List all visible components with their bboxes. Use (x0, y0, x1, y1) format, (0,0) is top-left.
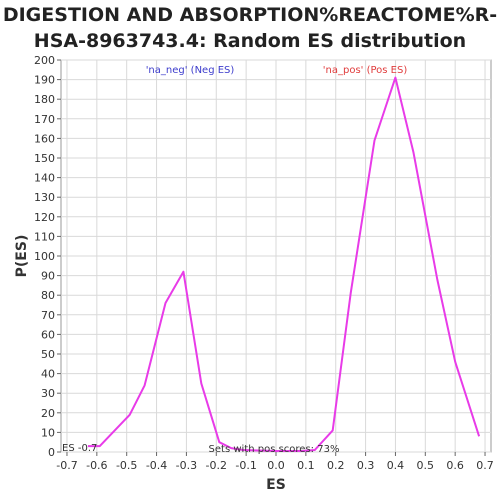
series-group (87, 76, 481, 452)
y-tick-label: 70 (41, 309, 55, 322)
y-tick-label: 190 (34, 74, 55, 87)
y-tick-label: 30 (41, 387, 55, 400)
x-tick-label: -0.1 (235, 459, 256, 472)
y-tick-label: 40 (41, 368, 55, 381)
y-tick-label: 10 (41, 426, 55, 439)
y-tick-label: 160 (34, 132, 55, 145)
x-tick-label: -0.7 (56, 459, 77, 472)
y-tick-label: 0 (48, 446, 55, 459)
y-tick-label: 130 (34, 191, 55, 204)
x-tick-label: -0.5 (116, 459, 137, 472)
y-axis-ticks: 0 10 20 30 40 50 60 70 80 90 100 110 120 130 140 150 160… (34, 54, 61, 459)
es-marker-label: ES -0.7 (62, 443, 97, 454)
y-tick-label: 200 (34, 54, 55, 67)
x-tick-label: -0.3 (176, 459, 197, 472)
x-tick-label: 0.7 (476, 459, 494, 472)
y-tick-label: 90 (41, 270, 55, 283)
chart-title-line2: HSA-8963743.4: Random ES distribution (33, 30, 467, 52)
x-tick-label: 0.0 (267, 459, 285, 472)
y-tick-label: 140 (34, 172, 55, 185)
pos-scores-note: Sets with pos scores: 73% (209, 444, 340, 455)
y-tick-label: 100 (34, 250, 55, 263)
grid-lines (61, 59, 491, 453)
x-tick-label: 0.3 (357, 459, 375, 472)
chart-title-line1: DIGESTION AND ABSORPTION%REACTOME%R- (2, 4, 498, 26)
y-tick-label: 60 (41, 328, 55, 341)
x-axis-label: ES (266, 477, 286, 493)
y-tick-label: 120 (34, 211, 55, 224)
x-tick-label: -0.2 (206, 459, 227, 472)
y-tick-label: 180 (34, 93, 55, 106)
x-axis-ticks: -0.7 -0.6 -0.5 -0.4 -0.3 -0.2 -0.1 0.0 0.1 0.2 0.3… (56, 452, 494, 472)
x-tick-label: -0.6 (86, 459, 107, 472)
y-tick-label: 150 (34, 152, 55, 165)
y-tick-label: 80 (41, 289, 55, 302)
x-tick-label: 0.4 (387, 459, 405, 472)
legend-neg: 'na_neg' (Neg ES) (146, 65, 235, 76)
x-tick-label: -0.4 (146, 459, 167, 472)
y-tick-label: 50 (41, 348, 55, 361)
legend-pos: 'na_pos' (Pos ES) (323, 65, 408, 76)
y-tick-label: 20 (41, 407, 55, 420)
x-tick-label: 0.1 (297, 459, 315, 472)
x-tick-label: 0.2 (327, 459, 345, 472)
y-tick-label: 170 (34, 113, 55, 126)
es-distribution-line (87, 76, 481, 452)
x-tick-label: 0.5 (417, 459, 435, 472)
y-tick-label: 110 (34, 230, 55, 243)
y-axis-label: P(ES) (14, 235, 30, 278)
x-tick-label: 0.6 (446, 459, 464, 472)
